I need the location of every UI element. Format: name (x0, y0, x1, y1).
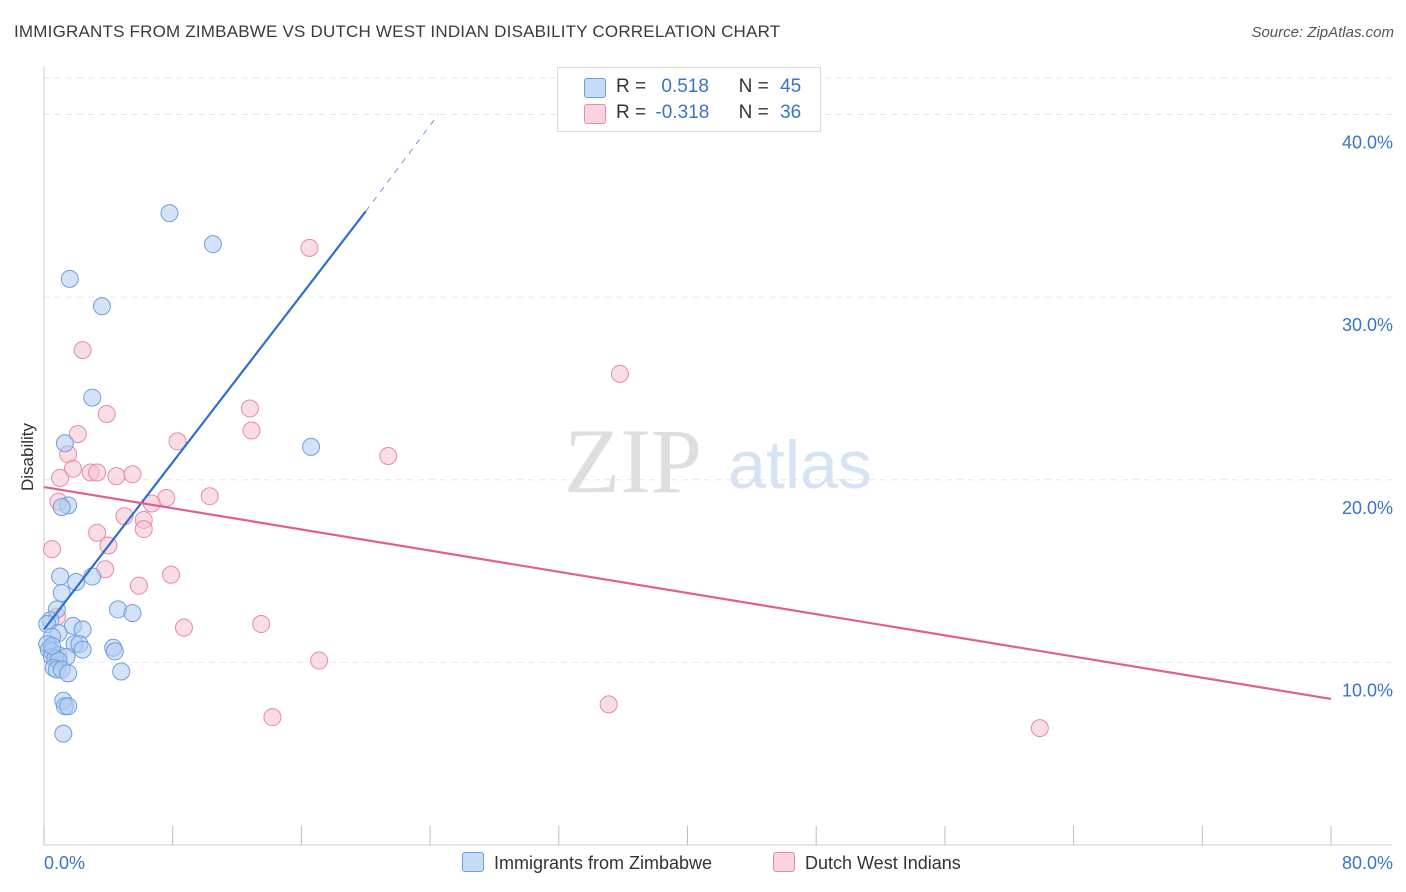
legend-n-label: N = (738, 76, 769, 97)
y-tick-label: 40.0% (1342, 133, 1393, 153)
point-dutch-west-indian (88, 463, 107, 482)
trendline-dutch-west-indian (43, 485, 1332, 700)
point-dutch-west-indian (1030, 719, 1049, 738)
point-zimbabwe (92, 297, 111, 316)
point-dutch-west-indian (174, 618, 193, 637)
point-zimbabwe (67, 573, 86, 592)
legend-r-value-zimbabwe: 0.518 (661, 76, 709, 97)
y-tick-label: 30.0% (1342, 315, 1393, 335)
point-dutch-west-indian (162, 565, 181, 584)
bottom-legend-swatch-pink (773, 852, 795, 872)
point-zimbabwe (160, 204, 179, 223)
point-dutch-west-indian (310, 651, 329, 670)
legend-r-label: R = (616, 76, 647, 97)
legend-n-label: N = (738, 102, 769, 123)
legend-n-value-zimbabwe: 45 (780, 76, 802, 97)
point-zimbabwe (54, 724, 73, 743)
tick-label-layer: 10.0% 20.0% 30.0% 40.0% 0.0% 80.0% (44, 133, 1393, 873)
point-zimbabwe (52, 498, 71, 517)
point-zimbabwe (83, 388, 102, 407)
y-tick-label: 10.0% (1342, 680, 1393, 700)
point-dutch-west-indian (123, 465, 142, 484)
point-dutch-west-indian (242, 421, 261, 440)
x-tick-label-end: 80.0% (1342, 853, 1393, 873)
correlation-legend: R = 0.518 N = 45 R = -0.318 N = 36 (557, 67, 821, 132)
point-dutch-west-indian (240, 399, 259, 418)
watermark-atlas: atlas (728, 427, 872, 503)
axes-layer (43, 66, 1392, 846)
point-dutch-west-indian (134, 520, 153, 539)
point-zimbabwe (83, 567, 102, 586)
y-tick-label: 20.0% (1342, 498, 1393, 518)
grid-layer (44, 77, 1392, 663)
watermark: ZIP atlas (564, 410, 872, 512)
watermark-zip: ZIP (564, 410, 702, 512)
x-tick-label-start: 0.0% (44, 853, 85, 873)
point-dutch-west-indian (68, 425, 87, 444)
point-dutch-west-indian (97, 405, 116, 424)
point-dutch-west-indian (252, 615, 271, 634)
point-dutch-west-indian (300, 238, 319, 257)
bottom-legend-swatch-blue (462, 852, 484, 872)
y-axis-label: Disability (18, 422, 37, 492)
point-dutch-west-indian (107, 467, 126, 486)
legend-r-value-dutch: -0.318 (655, 102, 710, 123)
point-zimbabwe (43, 636, 62, 655)
bottom-legend-label-dutch: Dutch West Indians (805, 853, 961, 873)
point-dutch-west-indian (51, 468, 70, 487)
point-zimbabwe (203, 235, 222, 254)
source-credit: Source: ZipAtlas.com (1251, 24, 1394, 41)
point-zimbabwe (302, 437, 321, 456)
point-zimbabwe (105, 642, 124, 661)
point-zimbabwe (55, 434, 74, 453)
legend-swatch-pink (584, 104, 606, 124)
point-zimbabwe (73, 640, 92, 659)
legend-swatch-blue (584, 78, 606, 98)
point-dutch-west-indian (168, 432, 187, 451)
point-zimbabwe (51, 567, 70, 586)
point-zimbabwe (59, 664, 78, 683)
point-dutch-west-indian (610, 364, 629, 383)
point-zimbabwe (59, 697, 78, 716)
point-zimbabwe (60, 269, 79, 288)
trend-layer (43, 114, 1332, 700)
point-zimbabwe (52, 583, 71, 602)
chart-title: IMMIGRANTS FROM ZIMBABWE VS DUTCH WEST I… (14, 22, 781, 41)
legend-r-label: R = (616, 102, 647, 123)
point-dutch-west-indian (73, 341, 92, 360)
trendline-zimbabwe (43, 210, 367, 631)
point-dutch-west-indian (63, 459, 82, 478)
point-zimbabwe (123, 604, 142, 623)
point-zimbabwe (112, 662, 131, 681)
bottom-legend-zimbabwe: Immigrants from Zimbabwe (462, 852, 712, 874)
point-dutch-west-indian (599, 695, 618, 714)
trendline-zimbabwe-extension (365, 114, 439, 212)
point-dutch-west-indian (379, 447, 398, 466)
bottom-legend-dutch: Dutch West Indians (773, 852, 961, 874)
legend-n-value-dutch: 36 (780, 102, 802, 123)
point-dutch-west-indian (200, 487, 219, 506)
point-dutch-west-indian (263, 708, 282, 727)
bottom-legend-label-zimbabwe: Immigrants from Zimbabwe (494, 853, 713, 873)
point-dutch-west-indian (88, 523, 107, 542)
point-dutch-west-indian (129, 576, 148, 595)
points-layer (38, 204, 1049, 743)
point-dutch-west-indian (43, 540, 62, 559)
